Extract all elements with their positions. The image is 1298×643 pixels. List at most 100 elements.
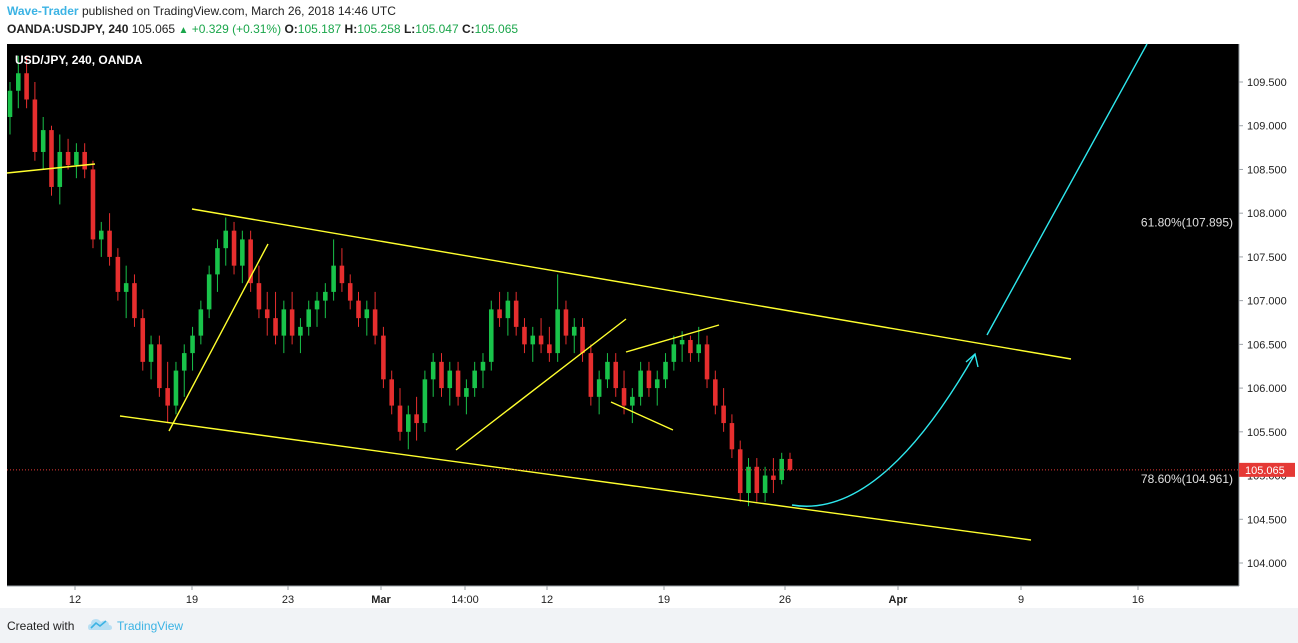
candle[interactable] <box>638 361 643 406</box>
wedge-upper-line[interactable] <box>625 324 720 353</box>
candle[interactable] <box>472 361 477 397</box>
candle[interactable] <box>248 230 253 292</box>
candle[interactable] <box>787 452 793 472</box>
projection-curve[interactable] <box>791 353 976 507</box>
channel-upper-line[interactable] <box>191 208 1072 360</box>
author-link[interactable]: Wave-Trader <box>7 4 79 18</box>
candle[interactable] <box>206 265 212 319</box>
candle[interactable] <box>414 396 419 441</box>
candle[interactable] <box>347 274 353 310</box>
candle[interactable] <box>654 370 660 406</box>
candle[interactable] <box>256 265 262 319</box>
candle[interactable] <box>107 213 112 266</box>
wave-line-1[interactable] <box>168 243 269 432</box>
candle[interactable] <box>605 353 610 389</box>
candle[interactable] <box>771 458 776 494</box>
candle[interactable] <box>339 248 345 292</box>
candle[interactable] <box>57 134 63 205</box>
plot-area[interactable] <box>7 44 1239 586</box>
candle[interactable] <box>663 353 668 389</box>
candle[interactable] <box>688 335 693 362</box>
candle[interactable] <box>721 388 726 432</box>
candle[interactable] <box>240 230 245 284</box>
price-axis[interactable] <box>1239 44 1295 586</box>
candle[interactable] <box>381 326 386 389</box>
candle[interactable] <box>704 335 710 389</box>
candle[interactable] <box>538 318 544 354</box>
candle[interactable] <box>754 458 760 502</box>
candle[interactable] <box>372 291 378 345</box>
candle[interactable] <box>181 344 187 397</box>
candle[interactable] <box>563 300 569 345</box>
candle[interactable] <box>613 353 619 397</box>
candle[interactable] <box>16 55 21 109</box>
candle[interactable] <box>439 353 444 397</box>
candle[interactable] <box>356 291 361 327</box>
candle[interactable] <box>480 353 486 389</box>
candle[interactable] <box>90 160 96 249</box>
candle[interactable] <box>98 221 104 257</box>
candle[interactable] <box>331 239 336 301</box>
candle[interactable] <box>74 143 79 179</box>
candle[interactable] <box>364 300 370 336</box>
candle[interactable] <box>464 379 469 415</box>
wedge-lower-line[interactable] <box>610 401 674 431</box>
candle[interactable] <box>148 335 154 380</box>
candle[interactable] <box>190 326 195 371</box>
price-chart[interactable]: 104.000104.500105.000105.500106.000106.5… <box>0 42 1298 608</box>
candle[interactable] <box>505 291 511 336</box>
candle[interactable] <box>40 116 46 170</box>
candle[interactable] <box>198 300 204 345</box>
candle[interactable] <box>306 300 312 336</box>
candle[interactable] <box>430 353 436 397</box>
candle[interactable] <box>32 82 38 161</box>
trendline-drawings[interactable] <box>6 43 1148 541</box>
candle[interactable] <box>389 370 394 415</box>
candle[interactable] <box>157 335 162 397</box>
candle[interactable] <box>165 361 170 424</box>
candle[interactable] <box>231 221 237 275</box>
candle[interactable] <box>646 361 652 397</box>
candle[interactable] <box>298 318 303 354</box>
candle[interactable] <box>215 239 220 292</box>
candle[interactable] <box>571 318 577 354</box>
candle[interactable] <box>588 344 594 406</box>
candle[interactable] <box>713 370 718 415</box>
candle[interactable] <box>140 309 146 371</box>
candle[interactable] <box>737 440 743 502</box>
candle[interactable] <box>273 291 278 345</box>
chart-container[interactable]: 104.000104.500105.000105.500106.000106.5… <box>0 42 1298 608</box>
candle[interactable] <box>488 300 494 371</box>
candle[interactable] <box>281 300 287 354</box>
candle[interactable] <box>49 125 54 196</box>
candle[interactable] <box>762 466 768 502</box>
candle[interactable] <box>729 414 735 459</box>
candle[interactable] <box>522 318 527 354</box>
candle[interactable] <box>621 370 627 415</box>
candle[interactable] <box>671 335 677 371</box>
projection-line[interactable] <box>986 43 1148 336</box>
candle[interactable] <box>746 458 751 507</box>
candle[interactable] <box>547 326 552 362</box>
candle[interactable] <box>289 291 295 345</box>
candle[interactable] <box>513 291 519 336</box>
candle[interactable] <box>314 291 320 327</box>
candle[interactable] <box>7 82 13 135</box>
tradingview-logo-icon[interactable] <box>87 616 113 634</box>
candle[interactable] <box>132 274 137 327</box>
candle[interactable] <box>555 274 560 362</box>
candle[interactable] <box>223 217 229 266</box>
candle[interactable] <box>264 291 270 336</box>
candle[interactable] <box>123 265 129 319</box>
candle[interactable] <box>497 291 502 327</box>
candle[interactable] <box>115 248 121 301</box>
candle[interactable] <box>530 326 536 362</box>
candle[interactable] <box>24 55 29 109</box>
candle[interactable] <box>580 318 585 362</box>
channel-lower-line[interactable] <box>119 415 1032 541</box>
candle[interactable] <box>596 370 602 415</box>
candle[interactable] <box>65 138 71 170</box>
candle[interactable] <box>82 143 87 179</box>
candle[interactable] <box>455 361 461 406</box>
candle[interactable] <box>422 370 428 432</box>
